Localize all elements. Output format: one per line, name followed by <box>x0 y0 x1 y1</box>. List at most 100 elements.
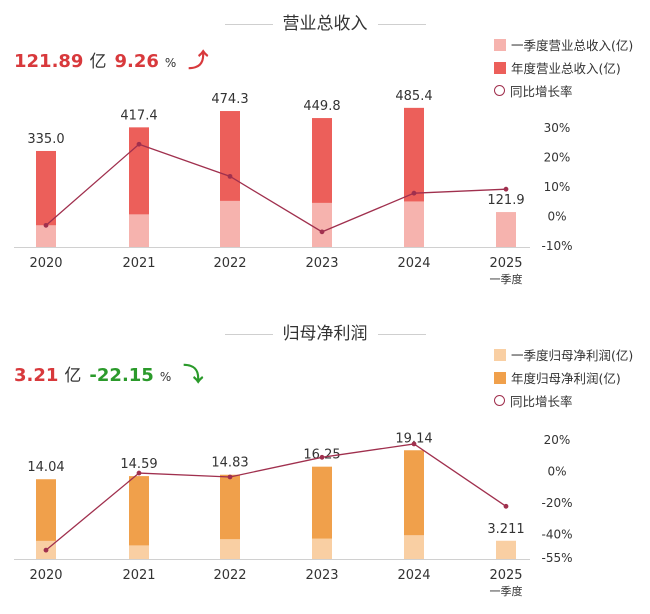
category-label: 2024 <box>397 568 430 583</box>
revenue-headline-change: 9.26 <box>114 51 159 72</box>
growth-rate-point[interactable] <box>503 503 509 509</box>
net-profit-panel: 归母净利润 3.21 亿 -22.15% ⤵ 一季度归母净利润(亿) 年度归母净利润(… <box>0 307 650 614</box>
category-label: 2022 <box>213 568 246 583</box>
quarter-bar[interactable] <box>129 545 149 559</box>
category-label: 2020 <box>29 568 62 583</box>
arrow-up-icon: ⤴ <box>188 48 209 72</box>
revenue-headline-pct-sign: % <box>164 56 177 70</box>
legend-item-annual-revenue[interactable]: 年度营业总收入(亿) <box>494 56 633 79</box>
growth-rate-point[interactable] <box>136 470 142 476</box>
annual-bar[interactable] <box>129 476 149 559</box>
quarter-bar[interactable] <box>312 202 332 247</box>
category-label: 2021 <box>122 568 155 583</box>
net-profit-headline-pct-sign: % <box>159 370 172 384</box>
growth-rate-point[interactable] <box>136 141 142 147</box>
category-label: 2023 <box>305 568 338 583</box>
annual-bar[interactable] <box>220 474 240 559</box>
legend-circle-icon <box>494 395 505 406</box>
bar-value-label: 14.83 <box>211 456 248 471</box>
revenue-chart-svg: 335.0 2020 417.4 2021 474.3 2022 449.8 2023 485.… <box>14 89 573 286</box>
title-rule-left <box>224 23 273 25</box>
growth-rate-point[interactable] <box>503 186 509 192</box>
quarter-bar[interactable] <box>496 540 516 559</box>
revenue-panel: 营业总收入 121.89 亿 9.26% ⤴ 一季度营业总收入(亿) 年度营业总收入(… <box>0 0 650 305</box>
title-rule-left <box>224 333 273 335</box>
revenue-headline: 121.89 亿 9.26% ⤴ <box>14 44 208 73</box>
revenue-headline-value: 121.89 <box>14 51 84 72</box>
net-profit-headline: 3.21 亿 -22.15% ⤵ <box>14 358 203 387</box>
bar-value-label: 417.4 <box>120 108 157 123</box>
net-profit-legend: 一季度归母净利润(亿) 年度归母净利润(亿) 同比增长率 <box>494 343 633 412</box>
growth-rate-point[interactable] <box>227 474 233 480</box>
right-axis-tick-label: -40% <box>541 527 572 541</box>
growth-rate-point[interactable] <box>43 547 49 553</box>
right-axis-tick-label: -10% <box>541 239 572 253</box>
net-profit-headline-unit: 亿 <box>64 366 82 386</box>
annual-bar[interactable] <box>404 450 424 559</box>
quarter-bar[interactable] <box>496 212 516 247</box>
annual-bar[interactable] <box>312 466 332 559</box>
annual-bar[interactable] <box>36 150 56 247</box>
net-profit-headline-value: 3.21 <box>14 365 59 386</box>
bar-value-label: 14.04 <box>27 460 64 475</box>
quarter-bar[interactable] <box>129 214 149 247</box>
right-axis-tick-label: 0% <box>547 210 566 224</box>
legend-label: 一季度营业总收入(亿) <box>511 38 634 53</box>
quarter-bar[interactable] <box>220 200 240 247</box>
revenue-legend: 一季度营业总收入(亿) 年度营业总收入(亿) 同比增长率 <box>494 33 633 102</box>
legend-swatch <box>494 371 506 384</box>
category-sublabel: 一季度 <box>490 584 523 598</box>
quarter-bar[interactable] <box>404 201 424 247</box>
net-profit-chart-svg: 14.04202014.59202114.83202216.25202319.1… <box>14 431 573 598</box>
legend-swatch <box>494 348 506 361</box>
legend-item-growth-rate[interactable]: 同比增长率 <box>494 79 633 102</box>
net-profit-headline-change: -22.15 <box>89 365 154 386</box>
growth-rate-point[interactable] <box>319 229 325 235</box>
title-rule-right <box>377 333 426 335</box>
quarter-bar[interactable] <box>312 538 332 559</box>
quarter-bar[interactable] <box>36 225 56 247</box>
growth-rate-point[interactable] <box>43 222 49 228</box>
legend-item-quarter-revenue[interactable]: 一季度营业总收入(亿) <box>494 33 633 56</box>
category-label: 2021 <box>122 256 155 271</box>
legend-item-quarter-profit[interactable]: 一季度归母净利润(亿) <box>494 343 633 366</box>
quarter-bar[interactable] <box>220 539 240 559</box>
bar-value-label: 449.8 <box>303 99 340 114</box>
growth-rate-point[interactable] <box>411 190 417 196</box>
legend-label: 同比增长率 <box>510 394 573 409</box>
revenue-headline-unit: 亿 <box>89 52 107 72</box>
category-label: 2025 <box>489 256 522 271</box>
right-axis-tick-label: 20% <box>544 433 571 447</box>
category-label: 2024 <box>397 256 430 271</box>
legend-label: 同比增长率 <box>510 84 573 99</box>
right-axis-tick-label: 20% <box>544 151 571 165</box>
bar-value-label: 121.9 <box>487 193 524 208</box>
right-axis-tick-label: -20% <box>541 496 572 510</box>
right-axis-tick-label: -55% <box>541 551 572 565</box>
growth-rate-point[interactable] <box>411 441 417 447</box>
growth-rate-line <box>45 443 507 551</box>
category-label: 2022 <box>213 256 246 271</box>
growth-rate-point[interactable] <box>227 173 233 179</box>
net-profit-title-row: 归母净利润 <box>0 319 650 344</box>
quarter-bar[interactable] <box>404 535 424 559</box>
legend-item-growth-rate[interactable]: 同比增长率 <box>494 389 633 412</box>
arrow-down-icon: ⤵ <box>183 362 204 386</box>
annual-bar[interactable] <box>36 479 56 559</box>
bar-value-label: 474.3 <box>211 92 248 107</box>
bar-value-label: 19.14 <box>395 431 432 446</box>
legend-label: 年度营业总收入(亿) <box>511 61 621 76</box>
bar-value-label: 14.59 <box>120 457 157 472</box>
revenue-chart-title: 营业总收入 <box>282 14 368 34</box>
bar-value-label: 3.211 <box>487 522 524 537</box>
title-rule-right <box>377 23 426 25</box>
legend-label: 年度归母净利润(亿) <box>511 371 621 386</box>
growth-rate-point[interactable] <box>319 454 325 460</box>
growth-rate-line <box>45 143 507 233</box>
category-sublabel: 一季度 <box>490 272 523 286</box>
right-axis-tick-label: 0% <box>547 464 566 478</box>
bar-value-label: 485.4 <box>395 89 432 104</box>
legend-item-annual-profit[interactable]: 年度归母净利润(亿) <box>494 366 633 389</box>
right-axis-tick-label: 30% <box>544 121 571 135</box>
legend-label: 一季度归母净利润(亿) <box>511 348 634 363</box>
